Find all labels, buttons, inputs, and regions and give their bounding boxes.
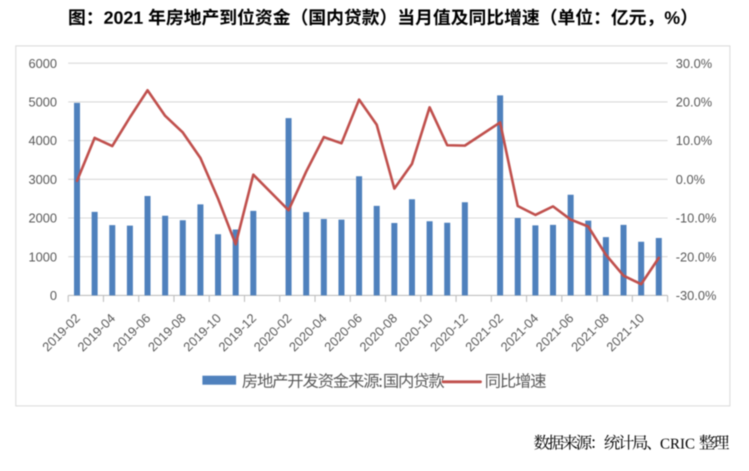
svg-text:5000: 5000 xyxy=(29,95,57,110)
svg-text:30.0%: 30.0% xyxy=(676,56,712,71)
svg-text:-10.0%: -10.0% xyxy=(676,211,717,226)
svg-text:10.0%: 10.0% xyxy=(676,133,712,148)
svg-text:1000: 1000 xyxy=(29,249,57,264)
svg-text:2000: 2000 xyxy=(29,211,57,226)
svg-text:0.0%: 0.0% xyxy=(676,172,705,187)
svg-text:-20.0%: -20.0% xyxy=(676,249,717,264)
svg-text:6000: 6000 xyxy=(29,56,57,71)
svg-text:3000: 3000 xyxy=(29,172,57,187)
svg-text:4000: 4000 xyxy=(29,133,57,148)
svg-text:20.0%: 20.0% xyxy=(676,95,712,110)
svg-text:-30.0%: -30.0% xyxy=(676,288,717,303)
svg-text:0: 0 xyxy=(50,288,57,303)
